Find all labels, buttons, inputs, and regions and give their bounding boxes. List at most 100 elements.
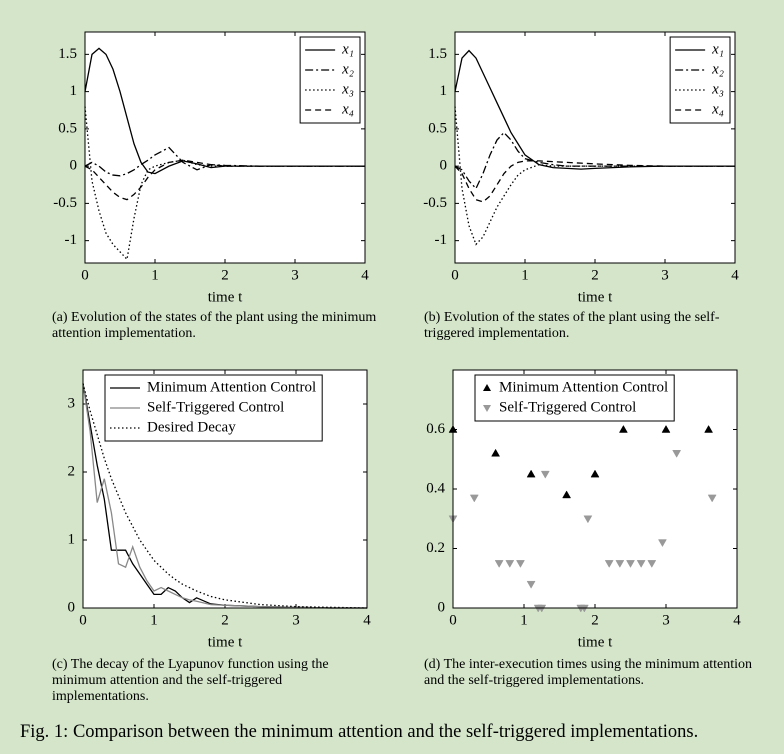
legend-box [474,374,675,422]
legend-label: Minimum Attention Control [499,379,668,395]
subplot: 0 1 2 3 0 1 2 3 4 Minimum Attention Control Self-T… [68,369,371,650]
marker [540,470,550,479]
y-tick-label: 0 [68,599,76,615]
subplot-caption: (b) Evolution of the states of the plant… [424,310,720,341]
x-tick-label: 4 [731,267,739,283]
marker [516,560,525,568]
x-tick-label: 0 [449,612,457,628]
legend-label: Minimum Attention Control [147,379,316,395]
x-tick-label: 0 [79,612,87,628]
series-line [82,383,368,609]
y-tick-label: 1.5 [428,46,447,62]
subplot: -1 -0.5 0 0.5 1 1.5 0 1 2 3 4 x₁ x₂ x₃ x₄ time t [423,31,739,305]
figure: -1 -0.5 0 0.5 1 1.5 0 1 2 3 4 x₁ x₂ x₃ x₄ time t -1 -0.5 0… [53,31,741,650]
plot-border [452,369,738,609]
marker [590,469,600,478]
legend: x₁ x₂ x₃ x₄ [299,36,361,124]
legend-label: x₃ [341,81,354,97]
y-tick-label: 0.4 [426,480,445,496]
marker [583,515,593,524]
y-tick-label: 0.5 [58,120,77,136]
marker [618,424,628,433]
series-line [82,383,367,609]
y-tick-label: 0.6 [426,421,445,437]
x-axis-label: time t [208,289,243,305]
y-tick-label: -0.5 [423,195,447,211]
x-tick-label: 4 [733,612,741,628]
y-tick-label: 1 [68,531,76,547]
marker [647,560,657,568]
legend-swatch [483,384,491,391]
x-axis-label: time t [578,289,613,305]
y-tick-label: -1 [65,232,78,248]
legend-label: Desired Decay [147,419,236,435]
y-tick-label: 1 [440,83,448,99]
marker [658,539,667,548]
y-tick-label: 0.2 [426,540,445,556]
x-axis-label: time t [208,634,243,650]
x-tick-label: 3 [291,267,299,283]
series-line [454,160,735,203]
y-tick-label: 0.5 [428,120,447,136]
legend-label: x₂ [341,61,354,77]
legend-box [104,374,323,442]
legend-label: x₄ [341,101,354,117]
series-line [454,49,735,170]
legend-swatch [483,405,491,412]
y-tick-label: -0.5 [53,195,77,211]
legend-label: x₁ [341,41,354,57]
x-tick-label: 2 [591,612,599,628]
plot-border [82,369,368,609]
x-axis-label: time t [578,634,613,650]
legend-label: Self-Triggered Control [147,399,284,415]
marker [626,560,635,568]
x-tick-label: 4 [361,267,369,283]
legend-label: x₂ [711,61,724,77]
figure-caption: Fig. 1: Comparison between the minimum a… [20,722,699,742]
x-tick-label: 1 [521,267,529,283]
subplot-caption: (c) The decay of the Lyapunov function u… [52,657,329,704]
x-tick-label: 3 [661,267,669,283]
marker [704,424,714,433]
x-tick-label: 0 [81,267,89,283]
series-line [84,146,365,177]
plot-border [454,31,736,264]
x-tick-label: 2 [221,612,229,628]
marker [707,494,717,503]
subplot: 0 0.2 0.4 0.6 0 1 2 3 4 Minimum Attention Control… [426,369,741,650]
marker [604,560,614,568]
x-tick-label: 2 [591,267,599,283]
marker [636,560,646,568]
y-tick-label: -1 [435,232,448,248]
plot-border [84,31,366,264]
subplot-caption: (a) Evolution of the states of the plant… [52,310,377,341]
series-line [454,131,735,190]
marker [526,469,536,478]
x-tick-label: 1 [520,612,528,628]
legend: Minimum Attention Control Self-Triggered … [474,374,675,422]
marker [661,424,671,433]
series-line [84,159,365,201]
marker [494,560,504,568]
legend-box [669,36,731,124]
legend-label: x₄ [711,101,724,117]
marker [526,580,536,589]
x-tick-label: 3 [662,612,670,628]
marker [672,450,682,458]
y-tick-label: 2 [68,463,76,479]
x-tick-label: 1 [151,267,159,283]
y-tick-label: 0 [440,158,448,174]
legend-label: x₃ [711,81,724,97]
x-tick-label: 0 [451,267,459,283]
x-tick-label: 4 [363,612,371,628]
y-tick-label: 0 [438,599,446,615]
y-tick-label: 1 [70,83,78,99]
legend: x₁ x₂ x₃ x₄ [669,36,731,124]
marker [615,560,625,568]
y-tick-label: 0 [70,158,78,174]
y-tick-label: 3 [68,395,76,411]
legend-box [299,36,361,124]
x-tick-label: 3 [292,612,300,628]
marker [562,490,572,499]
